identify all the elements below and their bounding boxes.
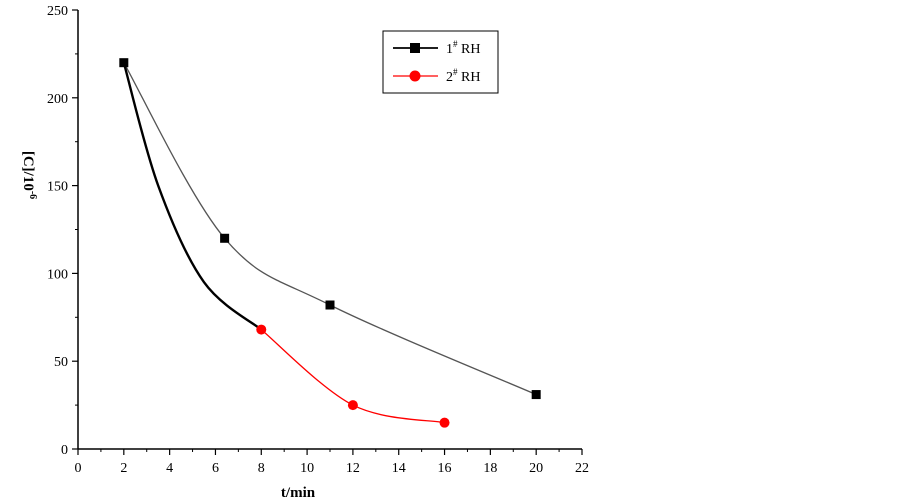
y-axis-title-exponent: -6: [27, 191, 38, 199]
x-tick-label: 22: [575, 461, 589, 476]
legend-entry-series-1: 1# RH: [393, 39, 480, 57]
x-tick-label: 0: [75, 461, 82, 476]
x-tick-label: 12: [346, 461, 360, 476]
fit-curve-series-1: [123, 62, 537, 396]
y-tick-label: 200: [47, 92, 68, 107]
x-tick-label: 2: [120, 461, 127, 476]
x-tick-label: 16: [438, 461, 452, 476]
data-point-series-2: [256, 324, 267, 335]
legend-marker: [410, 43, 420, 53]
x-axis-title: t/min: [281, 485, 316, 501]
data-point-series-1: [531, 390, 541, 400]
connector-curve: [122, 62, 263, 331]
y-axis-title-main: [C]/10: [20, 151, 36, 191]
y-tick-label: 50: [54, 355, 68, 370]
x-tick-label: 14: [392, 461, 406, 476]
data-point-series-1: [325, 300, 335, 310]
legend: 1# RH 2# RH: [382, 30, 499, 94]
x-tick-label: 6: [212, 461, 219, 476]
x-tick-label: 18: [483, 461, 497, 476]
y-tick-label: 150: [47, 180, 68, 195]
fit-curves: [122, 62, 537, 424]
axes: 0 2 4 6 8 10 12 14 16 18 20 22 0 50 100 150 200 250: [47, 4, 589, 476]
x-tick-label: 20: [529, 461, 543, 476]
legend-entry-series-2: 2# RH: [393, 67, 480, 85]
y-axis-title: [C]/10-6: [20, 151, 38, 199]
data-point-series-2: [347, 400, 358, 411]
data-point-series-2: [439, 417, 450, 428]
x-tick-label: 8: [258, 461, 265, 476]
legend-label: 1# RH: [446, 39, 480, 57]
data-point-series-1: [119, 58, 129, 68]
legend-box: [382, 30, 499, 94]
data-points: [119, 58, 541, 428]
y-tick-label: 250: [47, 4, 68, 19]
legend-label: 2# RH: [446, 67, 480, 85]
legend-marker: [409, 70, 421, 82]
y-tick-label: 0: [61, 443, 68, 458]
data-point-series-1: [220, 233, 230, 243]
x-tick-label: 4: [166, 461, 173, 476]
x-tick-label: 10: [300, 461, 314, 476]
y-tick-label: 100: [47, 267, 68, 282]
